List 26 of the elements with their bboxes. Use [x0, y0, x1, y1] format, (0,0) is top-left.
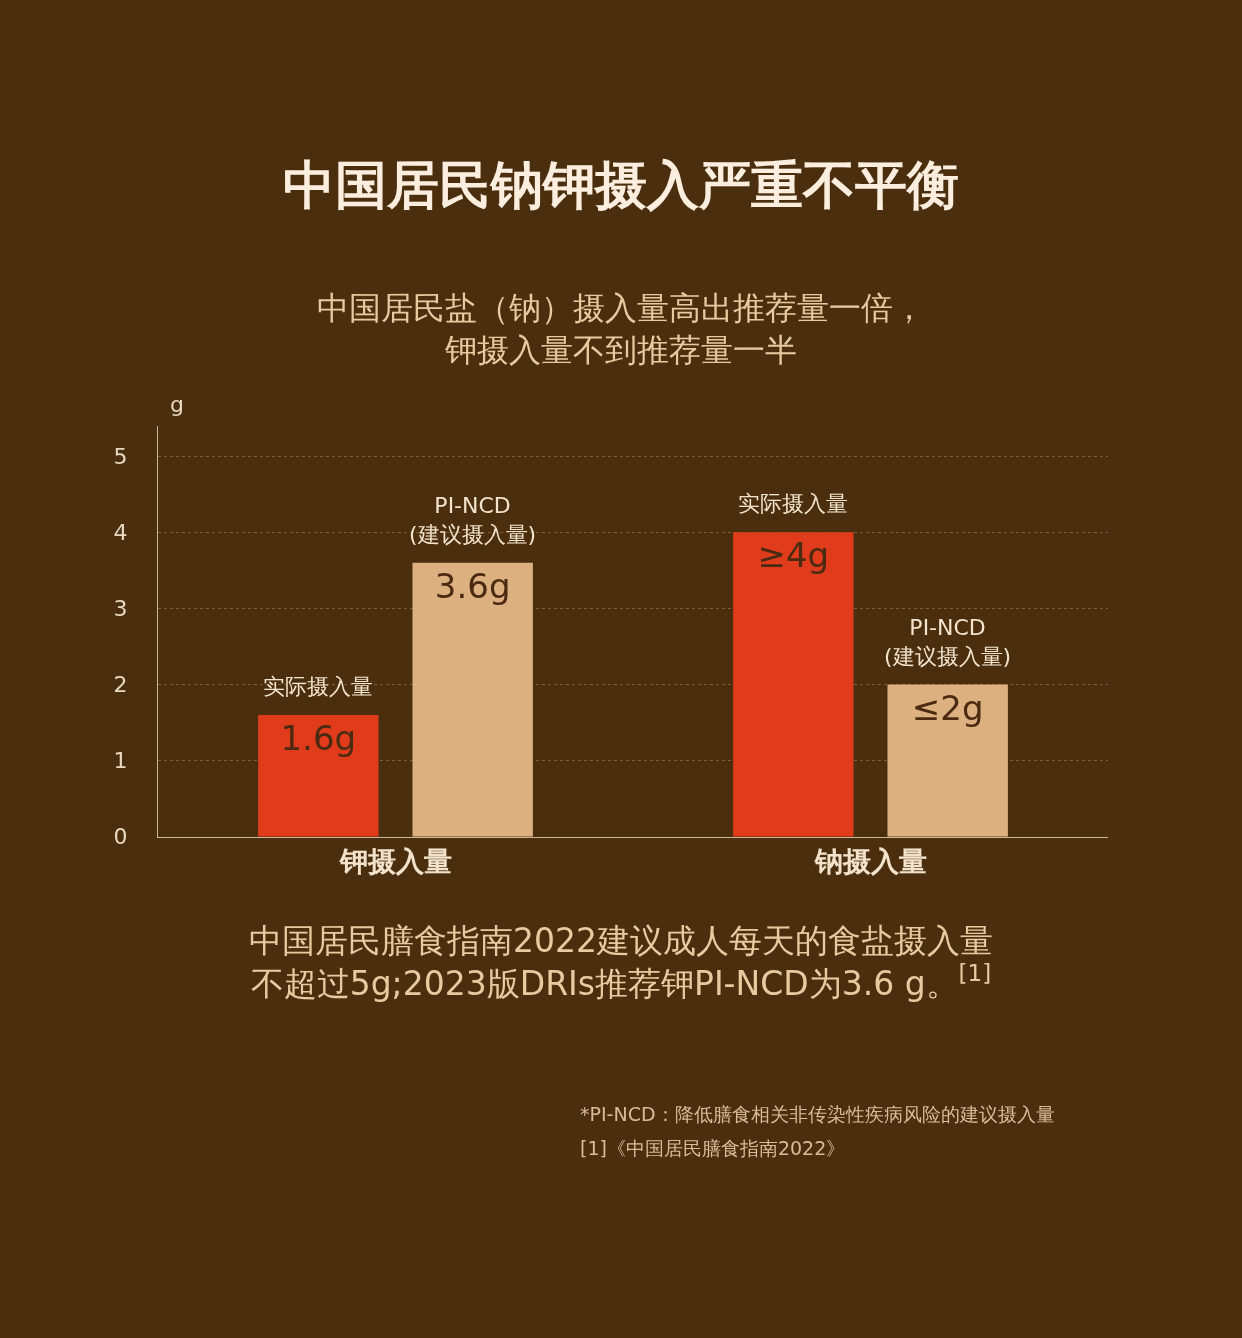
chart-subtitle: 中国居民盐（钠）摄入量高出推荐量一倍，钾摄入量不到推荐量一半 — [317, 289, 925, 369]
y-tick-label: 4 — [113, 520, 128, 546]
x-tick-label: 钠摄入量 — [813, 845, 927, 879]
x-tick-label: 钾摄入量 — [338, 845, 452, 879]
text: 实际摄入量 — [738, 491, 848, 516]
bar — [412, 562, 533, 837]
data-label: ≥4g — [757, 535, 830, 576]
data-label: ≤2g — [911, 687, 984, 728]
text: 中国居民膳食指南2022建议成人每天的食盐摄入量不超过5g;2023版DRIs推荐钾PI-NCD为3.6 g。$^{[1]}$ — [249, 921, 993, 1003]
y-tick-label: 0 — [113, 824, 128, 850]
text: [1]《中国居民膳食指南2022》 — [580, 1137, 846, 1159]
text: *PI-NCD：降低膳食相关非传染性疾病风险的建议摄入量 — [580, 1103, 1055, 1125]
text: PI-NCD (建议摄入量) — [409, 493, 537, 547]
chart-title: 中国居民钠钾摄入严重不平衡 — [283, 155, 959, 215]
series-label: PI-NCD (建议摄入量) — [884, 615, 1012, 669]
bar — [733, 532, 854, 837]
series-label: 实际摄入量 — [263, 674, 373, 699]
bar — [258, 715, 379, 837]
y-tick-label: 5 — [113, 443, 128, 469]
y-tick-label: 1 — [113, 748, 128, 774]
y-axis-title: g — [170, 392, 184, 417]
data-label: 1.6g — [280, 718, 357, 759]
bar — [887, 684, 1008, 837]
data-label: 3.6g — [434, 565, 511, 606]
y-tick-label: 2 — [113, 672, 128, 698]
y-tick-label: 3 — [113, 596, 128, 622]
